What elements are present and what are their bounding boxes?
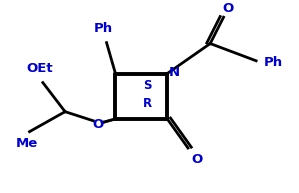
Text: S: S [143, 79, 152, 92]
Text: Ph: Ph [263, 56, 283, 69]
Text: O: O [191, 153, 202, 166]
Text: OEt: OEt [27, 62, 53, 75]
Text: N: N [169, 66, 180, 79]
Text: O: O [92, 118, 103, 131]
Text: Me: Me [16, 137, 38, 150]
Text: Ph: Ph [94, 22, 113, 35]
Text: O: O [222, 2, 234, 15]
Text: R: R [143, 97, 152, 110]
